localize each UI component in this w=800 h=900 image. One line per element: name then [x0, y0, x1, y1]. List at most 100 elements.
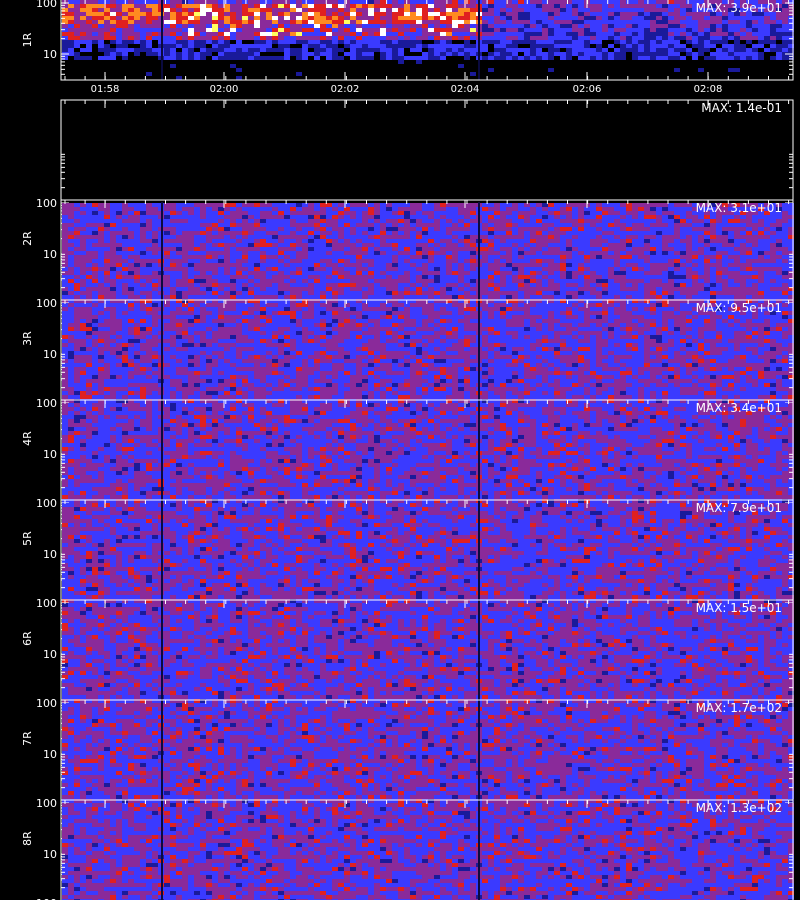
heatmap-cell [248, 203, 254, 207]
heatmap-cell [524, 4, 530, 8]
heatmap-cell [584, 36, 590, 40]
heatmap-cell [122, 28, 128, 32]
heatmap-cell [638, 28, 644, 32]
heatmap-cell [278, 215, 284, 219]
heatmap-cell [98, 235, 104, 239]
heatmap-cell [200, 20, 206, 24]
heatmap-cell [200, 271, 206, 275]
heatmap-cell [536, 16, 542, 20]
heatmap-cell [416, 211, 422, 215]
heatmap-cell [440, 48, 446, 52]
heatmap-cell [530, 4, 536, 8]
heatmap-cell [488, 56, 494, 60]
heatmap-cell [656, 24, 662, 28]
heatmap-cell [296, 20, 302, 24]
heatmap-cell [236, 247, 242, 251]
heatmap-cell [374, 4, 380, 8]
heatmap-cell [248, 295, 254, 299]
heatmap-cell [530, 44, 536, 48]
heatmap-cell [650, 36, 656, 40]
heatmap-cell [410, 36, 416, 40]
heatmap-cell [608, 16, 614, 20]
heatmap-cell [224, 215, 230, 219]
heatmap-cell [446, 48, 452, 52]
heatmap-cell [344, 239, 350, 243]
heatmap-cell [650, 48, 656, 52]
heatmap-cell [80, 12, 86, 16]
heatmap-cell [776, 20, 782, 24]
heatmap-cell [440, 0, 446, 4]
heatmap-cell [470, 48, 476, 52]
heatmap-cell [392, 219, 398, 223]
heatmap-cell [440, 203, 446, 207]
heatmap-cell [260, 223, 266, 227]
heatmap-cell [176, 219, 182, 223]
heatmap-cell [416, 8, 422, 12]
heatmap-cell [224, 56, 230, 60]
heatmap-cell [434, 263, 440, 267]
heatmap-cell [560, 44, 566, 48]
heatmap-cell [230, 32, 236, 36]
heatmap-cell [308, 32, 314, 36]
heatmap-cell [98, 251, 104, 255]
heatmap-cell [248, 267, 254, 271]
heatmap-cell [704, 32, 710, 36]
heatmap-cell [296, 263, 302, 267]
heatmap-cell [98, 255, 104, 259]
heatmap-cell [98, 275, 104, 279]
heatmap-cell [80, 259, 86, 263]
heatmap-cell [266, 219, 272, 223]
heatmap-cell [218, 215, 224, 219]
heatmap-cell [722, 44, 728, 48]
heatmap-cell [764, 40, 770, 44]
heatmap-cell [740, 32, 746, 36]
heatmap-cell [74, 235, 80, 239]
heatmap-cell [710, 36, 716, 40]
heatmap-cell [434, 16, 440, 20]
heatmap-cell [170, 4, 176, 8]
heatmap-cell [350, 291, 356, 295]
heatmap-cell [140, 48, 146, 52]
heatmap-cell [398, 259, 404, 263]
heatmap-cell [356, 16, 362, 20]
heatmap-cell [278, 207, 284, 211]
heatmap-cell [404, 283, 410, 287]
heatmap-cell [620, 36, 626, 40]
heatmap-cell [404, 239, 410, 243]
heatmap-cell [224, 275, 230, 279]
heatmap-cell [122, 279, 128, 283]
heatmap-cell [416, 48, 422, 52]
heatmap-cell [242, 207, 248, 211]
heatmap-cell [74, 251, 80, 255]
heatmap-cell [146, 291, 152, 295]
heatmap-cell [218, 263, 224, 267]
heatmap-cell [674, 36, 680, 40]
heatmap-cell [212, 227, 218, 231]
heatmap-cell [242, 267, 248, 271]
heatmap-cell [230, 227, 236, 231]
heatmap-cell [404, 56, 410, 60]
heatmap-cell [290, 271, 296, 275]
heatmap-cell [590, 56, 596, 60]
heatmap-cell [614, 52, 620, 56]
heatmap-cell [398, 215, 404, 219]
heatmap-cell [464, 263, 470, 267]
heatmap-cell [404, 219, 410, 223]
heatmap-cell [446, 20, 452, 24]
heatmap-cell [74, 0, 80, 4]
heatmap-cell [428, 32, 434, 36]
heatmap-cell [356, 279, 362, 283]
heatmap-cell [692, 36, 698, 40]
heatmap-cell [302, 239, 308, 243]
heatmap-cell [422, 32, 428, 36]
heatmap-cell [110, 12, 116, 16]
heatmap-cell [632, 16, 638, 20]
heatmap-cell [764, 24, 770, 28]
heatmap-cell [116, 207, 122, 211]
heatmap-cell [602, 56, 608, 60]
heatmap-cell [458, 283, 464, 287]
heatmap-cell [224, 243, 230, 247]
heatmap-cell [242, 271, 248, 275]
heatmap-cell [380, 279, 386, 283]
heatmap-cell [356, 52, 362, 56]
